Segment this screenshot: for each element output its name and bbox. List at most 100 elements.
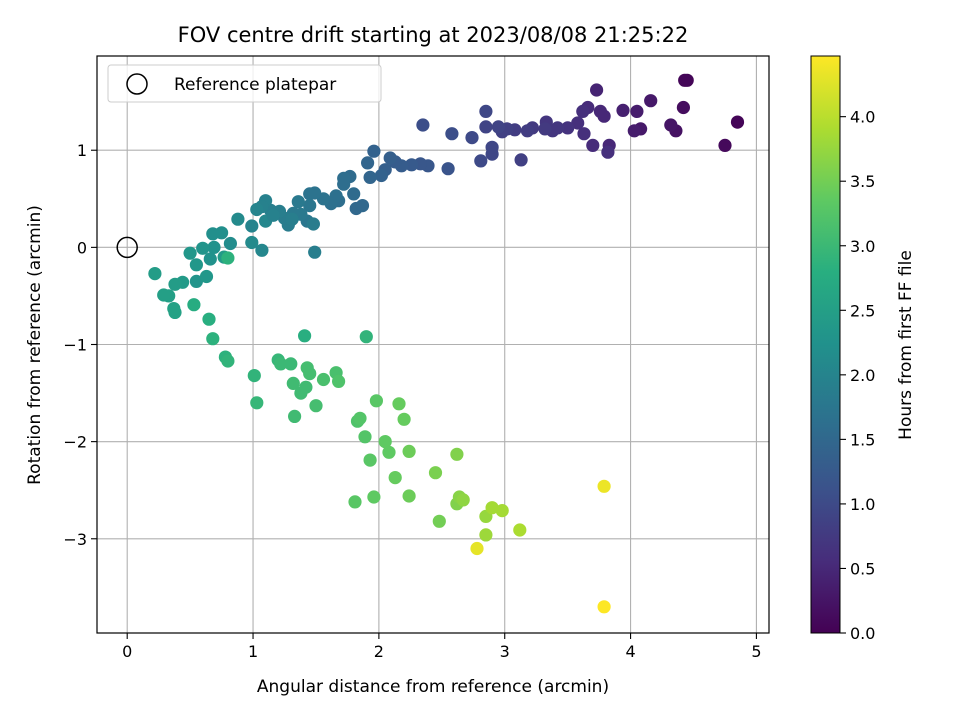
data-point — [347, 187, 361, 201]
colorbar-tick-label: 3.0 — [850, 237, 875, 256]
legend-reference-marker — [126, 73, 148, 95]
data-point — [561, 121, 575, 135]
data-point — [206, 332, 220, 346]
data-point — [284, 357, 298, 371]
colorbar-ticks: 0.0 0.5 1.0 1.5 2.0 2.5 3.0 3.5 4.0 — [840, 108, 875, 643]
data-point — [479, 104, 493, 118]
legend: Reference platepar — [107, 64, 382, 103]
data-point — [250, 202, 264, 217]
data-point — [207, 240, 221, 254]
data-point — [255, 243, 269, 257]
data-point — [187, 298, 201, 312]
data-point — [245, 235, 259, 250]
data-point — [571, 116, 585, 130]
data-point — [392, 397, 406, 411]
data-point — [148, 267, 162, 281]
data-point — [441, 162, 455, 176]
data-point — [678, 73, 692, 87]
y-tick-label: −3 — [63, 530, 87, 549]
data-point — [288, 409, 302, 423]
data-points — [148, 73, 745, 614]
data-point — [465, 131, 479, 145]
data-point — [479, 528, 493, 542]
colorbar: 0.0 0.5 1.0 1.5 2.0 2.5 3.0 3.5 4.0 Hours from f… — [810, 55, 916, 643]
colorbar-tick-label: 2.0 — [850, 366, 875, 385]
data-point — [538, 122, 552, 136]
data-point — [299, 380, 313, 394]
reference-marker-group — [116, 236, 138, 259]
x-tick-label: 1 — [248, 642, 258, 661]
data-point — [616, 103, 630, 117]
data-point — [196, 241, 210, 255]
data-point — [630, 104, 644, 118]
data-point — [597, 600, 611, 614]
chart-title: FOV centre drift starting at 2023/08/08 … — [178, 23, 689, 47]
data-point — [157, 288, 171, 302]
data-point — [495, 504, 509, 518]
colorbar-label: Hours from first FF file — [896, 250, 916, 440]
data-point — [428, 466, 443, 480]
data-point — [202, 312, 216, 326]
data-point — [303, 367, 317, 381]
data-point — [590, 83, 604, 97]
data-point — [355, 199, 370, 213]
data-point — [374, 168, 388, 183]
legend-entry-reference: Reference platepar — [174, 75, 336, 95]
y-tick-label: −1 — [63, 336, 87, 355]
data-point — [520, 124, 535, 138]
colorbar-tick-label: 0.0 — [850, 624, 875, 643]
data-point — [402, 489, 416, 503]
colorbar-tick-label: 4.0 — [850, 108, 875, 127]
colorbar-gradient — [810, 55, 841, 634]
data-point — [303, 187, 317, 201]
data-point — [718, 138, 732, 152]
data-point — [485, 501, 499, 515]
data-point — [586, 138, 600, 152]
data-point — [359, 330, 373, 344]
data-point — [363, 170, 377, 184]
data-point — [189, 258, 203, 272]
data-point — [363, 453, 377, 467]
data-point — [285, 212, 299, 226]
data-point — [382, 445, 396, 459]
data-point — [445, 127, 459, 141]
grid — [97, 56, 769, 633]
data-point — [601, 145, 615, 159]
data-point — [168, 277, 182, 291]
data-point — [576, 104, 590, 118]
data-point — [274, 357, 288, 371]
data-point — [247, 369, 261, 383]
data-point — [308, 245, 322, 259]
y-tick-label: 0 — [77, 238, 87, 257]
data-point — [183, 246, 197, 260]
data-point — [627, 124, 641, 138]
colorbar-tick-label: 1.0 — [850, 495, 875, 514]
data-point — [416, 118, 430, 132]
colorbar-tick-label: 2.5 — [850, 301, 875, 320]
x-tick-label: 0 — [122, 642, 132, 661]
data-point — [306, 217, 320, 231]
colorbar-tick-label: 1.5 — [850, 430, 875, 449]
data-point — [514, 153, 528, 167]
data-point — [367, 490, 381, 504]
data-point — [199, 269, 214, 284]
data-point — [361, 156, 375, 170]
data-point — [309, 399, 323, 413]
data-point — [250, 396, 264, 410]
data-point — [203, 252, 217, 266]
x-axis-ticks: 0 1 2 3 4 5 — [122, 633, 762, 661]
colorbar-tick-label: 3.5 — [850, 172, 875, 191]
y-axis-label: Rotation from reference (arcmin) — [25, 205, 45, 485]
data-point — [369, 394, 383, 408]
data-point — [456, 493, 470, 507]
data-point — [730, 115, 745, 129]
data-point — [491, 120, 505, 134]
data-point — [298, 329, 312, 343]
data-point — [644, 94, 658, 108]
data-point — [266, 208, 280, 222]
data-point — [388, 471, 402, 485]
data-point — [332, 374, 346, 388]
x-tick-label: 4 — [625, 642, 635, 661]
data-point — [397, 412, 411, 426]
data-point — [221, 251, 235, 265]
